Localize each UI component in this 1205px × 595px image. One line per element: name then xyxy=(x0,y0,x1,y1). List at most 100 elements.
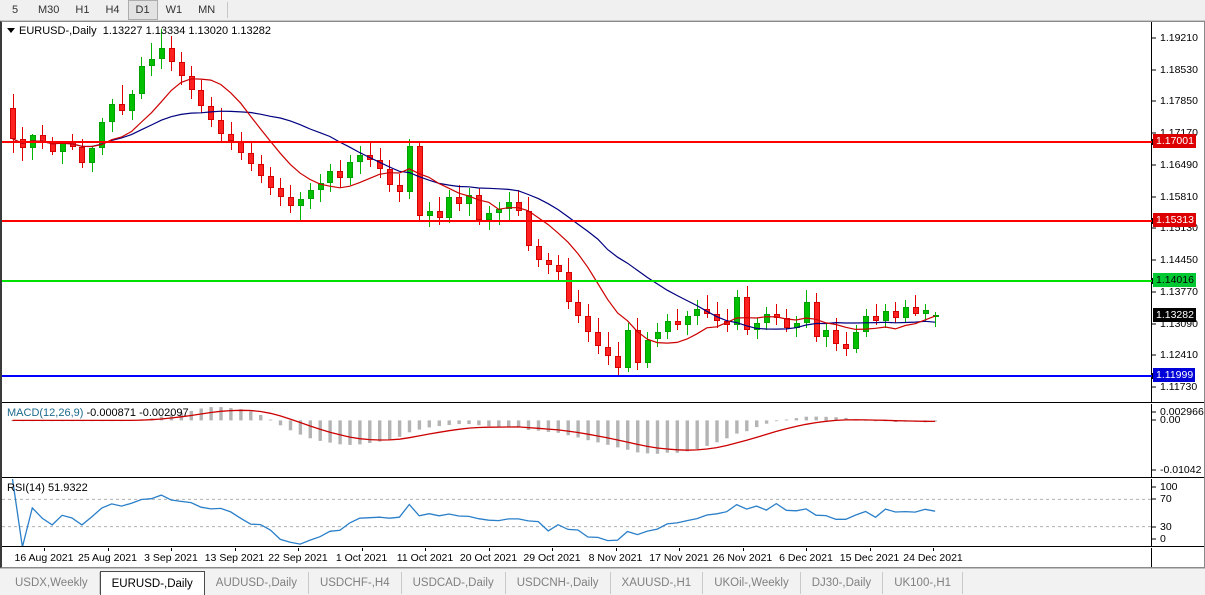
date-tick-mark xyxy=(171,548,172,551)
date-tick-label: 3 Sep 2021 xyxy=(144,552,198,564)
macd-histogram-bar xyxy=(358,420,362,445)
macd-axis: 0.002966 0.00 -0.01042 xyxy=(1151,404,1204,477)
timeframe-button-w1[interactable]: W1 xyxy=(165,4,183,16)
chart-tab-usdchf-h4[interactable]: USDCHF-,H4 xyxy=(309,572,402,594)
macd-histogram-bar xyxy=(616,420,620,448)
chart-tab-uk100-h1[interactable]: UK100-,H1 xyxy=(883,572,964,594)
chart-frame: EURUSD-,Daily 1.13227 1.13334 1.13020 1.… xyxy=(0,21,1205,568)
price-tick-label: 1.13770 xyxy=(1160,285,1198,298)
axis-tick-mark xyxy=(1152,164,1156,166)
candle-body xyxy=(902,306,909,319)
macd-histogram-bar xyxy=(298,420,303,435)
macd-plot-area[interactable] xyxy=(2,404,1154,477)
date-tick-mark xyxy=(933,548,934,551)
horizontal-level-line[interactable] xyxy=(2,139,1158,146)
axis-tick-mark xyxy=(1152,100,1156,102)
macd-histogram-bar xyxy=(606,420,610,445)
candle-body xyxy=(545,260,552,265)
macd-histogram-bar xyxy=(378,420,382,442)
macd-histogram-bar xyxy=(745,420,749,432)
timeframe-button-h1[interactable]: H1 xyxy=(75,4,90,16)
rsi-pane[interactable]: RSI(14) 51.9322 100 70 30 0 xyxy=(2,479,1204,547)
macd-histogram-bar xyxy=(487,420,491,427)
axis-tick-mark xyxy=(1152,132,1156,134)
date-tick-mark xyxy=(615,548,617,551)
horizontal-level-line[interactable] xyxy=(2,372,1158,379)
axis-tick-mark xyxy=(1152,354,1156,356)
date-tick-mark xyxy=(298,548,299,551)
price-level-tag[interactable]: 1.15313 xyxy=(1153,212,1196,227)
candle-body xyxy=(129,94,136,111)
macd-histogram-bar xyxy=(467,420,471,425)
candle-body xyxy=(228,134,235,142)
candle-body xyxy=(248,152,255,165)
candle-body xyxy=(119,103,126,111)
macd-histogram-bar xyxy=(834,417,838,421)
macd-histogram-bar xyxy=(407,420,412,433)
macd-histogram-bar xyxy=(249,411,253,421)
axis-tick-mark xyxy=(1152,526,1156,528)
price-axis[interactable]: 1.192101.185301.178501.171701.164901.158… xyxy=(1151,22,1204,402)
macd-signal-line xyxy=(12,409,936,451)
candle-body xyxy=(833,330,840,345)
macd-pane[interactable]: MACD(12,26,9) -0.000871 -0.002097 0.0029… xyxy=(2,404,1204,478)
price-plot-area[interactable] xyxy=(2,22,1158,402)
chart-tab-usdcnh-daily[interactable]: USDCNH-,Daily xyxy=(506,572,611,594)
macd-histogram-bar xyxy=(338,420,342,445)
macd-histogram-bar xyxy=(566,420,570,436)
macd-histogram-bar xyxy=(507,420,511,427)
macd-histogram-bar xyxy=(636,420,640,453)
horizontal-level-line[interactable] xyxy=(2,217,1158,224)
timeframe-button-h4[interactable]: H4 xyxy=(105,4,120,16)
candle-body xyxy=(664,320,671,333)
candle-body xyxy=(555,264,562,272)
date-tick-mark xyxy=(44,548,45,551)
horizontal-level-line[interactable] xyxy=(2,278,1158,285)
macd-histogram-bar xyxy=(219,407,223,421)
rsi-plot-area[interactable] xyxy=(2,479,1154,546)
candle-body xyxy=(922,310,929,314)
chart-tab-ukoil-weekly[interactable]: UKOil-,Weekly xyxy=(703,572,801,594)
macd-histogram-bar xyxy=(308,420,312,439)
rsi-tick-label: 70 xyxy=(1160,493,1172,506)
price-pane[interactable]: EURUSD-,Daily 1.13227 1.13334 1.13020 1.… xyxy=(2,22,1204,403)
axis-tick-mark xyxy=(1152,69,1156,71)
rsi-tick-label: 0 xyxy=(1160,533,1166,545)
timeframe-button-mn[interactable]: MN xyxy=(198,4,216,16)
price-level-tag[interactable]: 1.13282 xyxy=(1153,307,1196,322)
candle-wick xyxy=(935,312,937,327)
candle-body xyxy=(892,311,899,319)
macd-histogram-bar xyxy=(457,420,461,425)
candle-body xyxy=(416,145,423,216)
candle-body xyxy=(843,344,850,349)
date-tick-label: 26 Nov 2021 xyxy=(712,552,773,564)
ma-slow-line xyxy=(12,110,936,330)
price-level-tag[interactable]: 1.11999 xyxy=(1153,367,1196,382)
chart-tab-xauusd-h1[interactable]: XAUUSD-,H1 xyxy=(611,572,704,594)
chart-tab-usdx-weekly[interactable]: USDX,Weekly xyxy=(4,572,100,594)
candle-body xyxy=(446,197,453,219)
axis-tick-mark xyxy=(1152,323,1156,325)
price-level-tag[interactable]: 1.14016 xyxy=(1153,273,1196,288)
date-axis[interactable]: 16 Aug 2021 25 Aug 2021 3 Sep 2021 13 Sep 2… xyxy=(2,548,1204,567)
chart-tab-eurusd-daily[interactable]: EURUSD-,Daily xyxy=(99,571,205,595)
macd-histogram-bar xyxy=(397,420,402,437)
timeframe-button-5[interactable]: 5 xyxy=(11,4,19,16)
price-level-tag[interactable]: 1.17001 xyxy=(1153,134,1196,149)
chart-tab-audusd-daily[interactable]: AUDUSD-,Daily xyxy=(205,572,309,594)
chart-tab-usdcad-daily[interactable]: USDCAD-,Daily xyxy=(402,572,506,594)
chart-tab-dj30-daily[interactable]: DJ30-,Daily xyxy=(801,572,884,594)
candle-body xyxy=(148,59,155,67)
candle-body xyxy=(188,75,195,90)
date-tick-label: 11 Oct 2021 xyxy=(396,552,454,564)
macd-histogram-bar xyxy=(526,420,531,430)
date-tick-mark xyxy=(488,548,490,551)
timeframe-button-m30[interactable]: M30 xyxy=(38,4,60,16)
macd-histogram-bar xyxy=(645,420,650,454)
candle-body xyxy=(823,330,830,338)
candle-body xyxy=(277,187,284,198)
timeframe-button-d1[interactable]: D1 xyxy=(127,0,158,20)
date-tick-mark xyxy=(806,548,807,551)
candle-body xyxy=(674,320,681,326)
candle-body xyxy=(317,183,324,191)
